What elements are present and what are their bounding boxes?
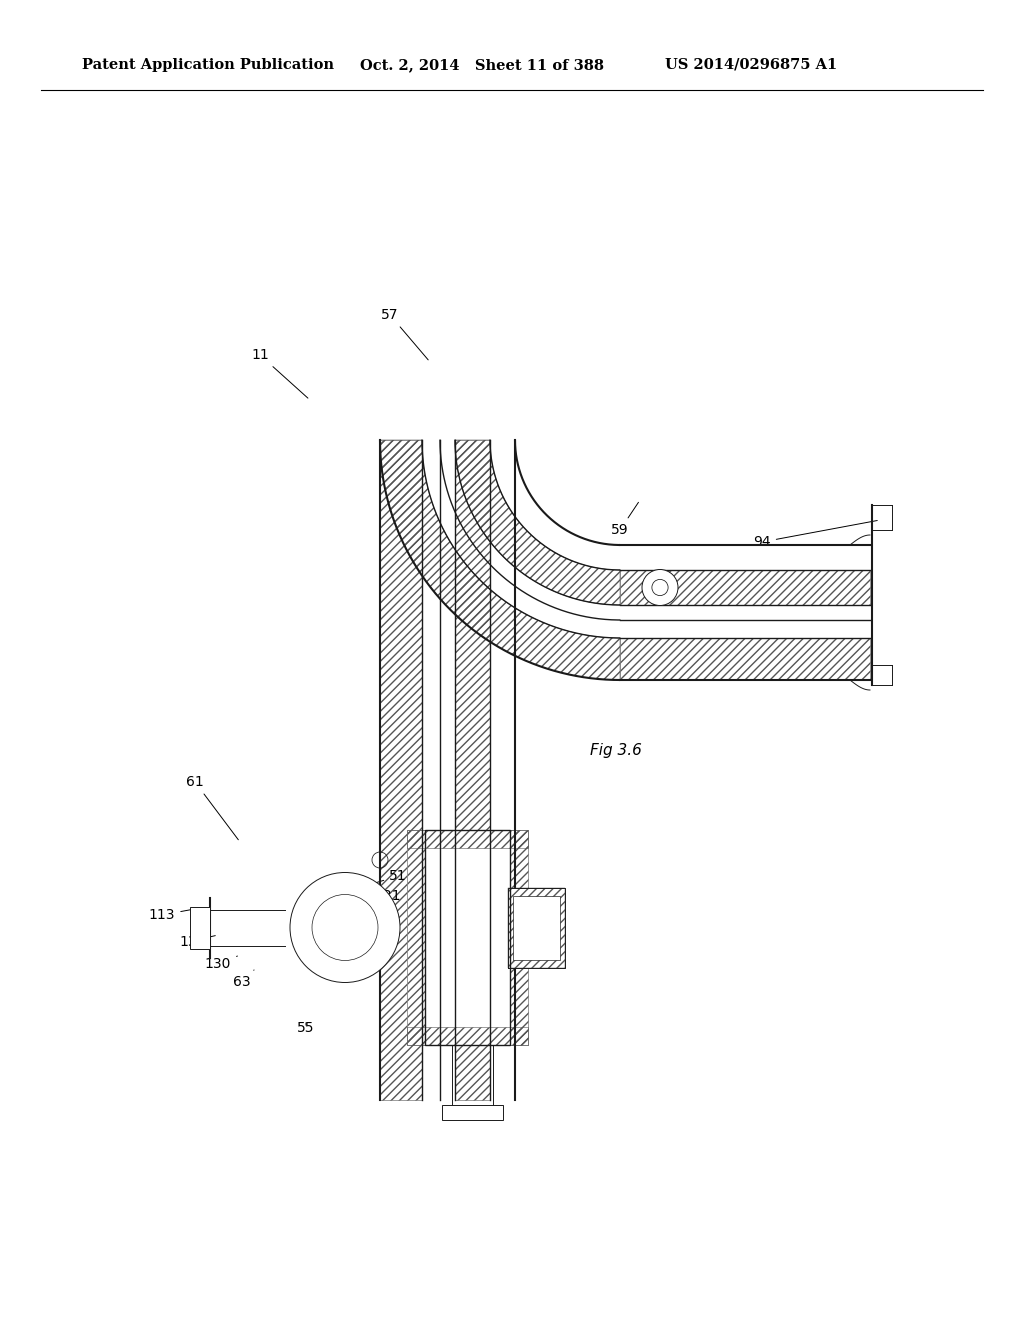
Text: 55: 55 — [297, 1020, 314, 1035]
Text: Oct. 2, 2014   Sheet 11 of 388: Oct. 2, 2014 Sheet 11 of 388 — [360, 58, 604, 73]
Text: 11: 11 — [251, 348, 308, 399]
Text: 51: 51 — [354, 869, 407, 890]
Text: 63: 63 — [233, 970, 254, 989]
Polygon shape — [190, 907, 210, 949]
Polygon shape — [380, 440, 620, 680]
Polygon shape — [455, 440, 620, 605]
Polygon shape — [407, 830, 528, 847]
Circle shape — [642, 569, 678, 606]
Text: 13: 13 — [179, 935, 215, 949]
Text: US 2014/0296875 A1: US 2014/0296875 A1 — [665, 58, 838, 73]
Text: 61: 61 — [186, 775, 239, 840]
Polygon shape — [380, 440, 620, 680]
Polygon shape — [510, 830, 528, 1045]
Text: 130: 130 — [205, 956, 238, 972]
Text: 59: 59 — [611, 503, 638, 537]
Polygon shape — [620, 638, 870, 680]
Text: 53: 53 — [339, 913, 377, 927]
Polygon shape — [380, 440, 422, 1100]
Text: Fig 3.6: Fig 3.6 — [590, 742, 642, 758]
Text: 131: 131 — [345, 888, 401, 904]
Text: 94: 94 — [754, 520, 878, 549]
Text: Patent Application Publication: Patent Application Publication — [82, 58, 334, 73]
Polygon shape — [513, 895, 560, 960]
Polygon shape — [407, 830, 425, 1045]
Circle shape — [290, 873, 400, 982]
Polygon shape — [425, 830, 510, 1045]
Polygon shape — [442, 1105, 503, 1119]
Polygon shape — [455, 440, 490, 1100]
Polygon shape — [407, 1027, 528, 1045]
Polygon shape — [620, 570, 870, 605]
Polygon shape — [508, 887, 565, 968]
Text: 57: 57 — [381, 308, 428, 360]
Text: 113: 113 — [148, 908, 198, 921]
